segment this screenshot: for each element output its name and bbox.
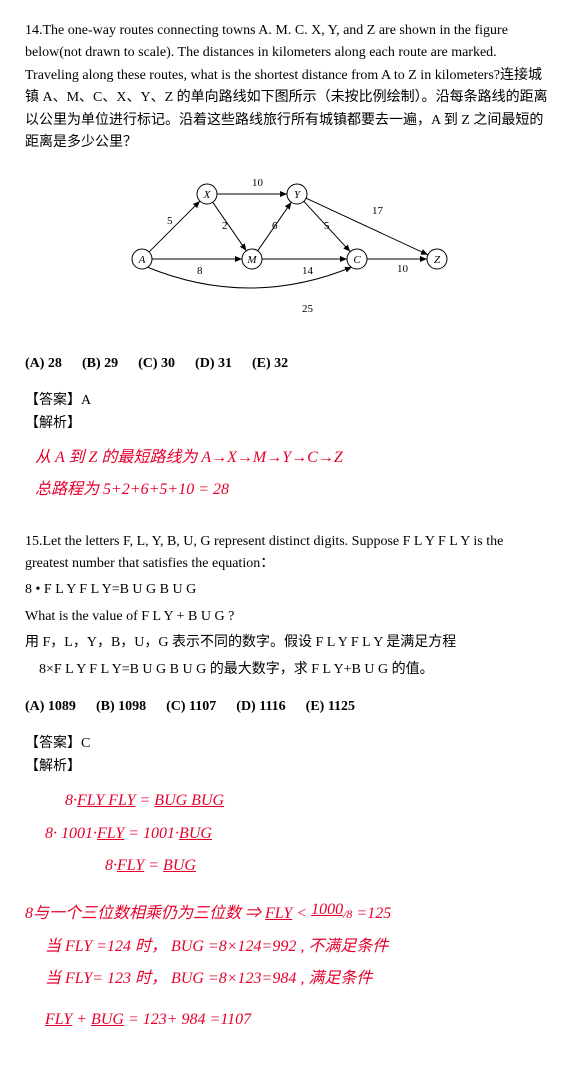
hw-t: < (292, 905, 311, 922)
answer-value: C (81, 736, 90, 751)
hw-line: 8· 1001·FLY = 1001·BUG (45, 819, 549, 849)
svg-text:14: 14 (302, 265, 314, 277)
q15-q: What is the value of F L Y + B U G ? (25, 606, 549, 628)
hw-u: FLY (117, 857, 144, 874)
q14-answer: 【答案】A (25, 390, 549, 412)
hw-line: 8与一个三位数相乘仍为三位数 ⇒ FLY < 1000/8 =125 (25, 899, 549, 929)
q15-number: 15. (25, 534, 43, 549)
hw-t: = (136, 792, 155, 809)
svg-text:X: X (203, 189, 212, 201)
svg-text:C: C (353, 254, 361, 266)
answer-value: A (81, 393, 91, 408)
hw-u: BUG (91, 1011, 124, 1028)
hw-line: 总路程为 5+2+6+5+10 = 28 (35, 475, 549, 505)
hw-u: FLY (45, 1011, 72, 1028)
svg-text:2: 2 (222, 220, 228, 232)
q14-text: 14.The one-way routes connecting towns A… (25, 20, 549, 154)
svg-text:10: 10 (252, 177, 264, 189)
choice: (B) 29 (82, 353, 118, 375)
svg-text:25: 25 (302, 303, 314, 315)
q14-diagram: 582106145171025AXMYCZ (25, 164, 549, 332)
hw-t: /8 (343, 907, 352, 921)
choice: (D) 1116 (236, 696, 285, 718)
q14-expl-label: 【解析】 (25, 413, 549, 435)
hw-t: + (72, 1011, 91, 1028)
hw-line: 8·FLY FLY = BUG BUG (65, 786, 549, 816)
choice: (E) 1125 (306, 696, 355, 718)
svg-text:A: A (138, 254, 146, 266)
choice: (A) 1089 (25, 696, 76, 718)
choice: (D) 31 (195, 353, 232, 375)
q15-eqzh: 8×F L Y F L Y=B U G B U G 的最大数字，求 F L Y+… (25, 659, 549, 681)
svg-text:6: 6 (272, 220, 278, 232)
hw-t: 8· (105, 857, 117, 874)
svg-text:8: 8 (197, 265, 203, 277)
choice: (C) 30 (138, 353, 175, 375)
hw-t: =125 (352, 905, 391, 922)
q14-handwriting: 从 A 到 Z 的最短路线为 A→X→M→Y→C→Z总路程为 5+2+6+5+1… (35, 443, 549, 506)
hw-line: 当 FLY =124 时， BUG =8×124=992 , 不满足条件 (45, 932, 549, 962)
choice: (E) 32 (252, 353, 288, 375)
hw-u: BUG BUG (154, 792, 224, 809)
hw-t: = (144, 857, 163, 874)
choice: (A) 28 (25, 353, 62, 375)
hw-u: FLY (97, 825, 124, 842)
hw-t: = 1001· (124, 825, 179, 842)
svg-text:5: 5 (324, 220, 330, 232)
hw-t: = 123+ 984 =1107 (124, 1011, 251, 1028)
hw-t: 8· 1001· (45, 825, 97, 842)
q14-number: 14. (25, 23, 43, 38)
q15-text-en: 15.Let the letters F, L, Y, B, U, G repr… (25, 531, 549, 576)
svg-text:M: M (246, 254, 257, 266)
hw-t: 8· (65, 792, 77, 809)
q14-choices: (A) 28 (B) 29 (C) 30 (D) 31 (E) 32 (25, 353, 549, 375)
choice: (B) 1098 (96, 696, 146, 718)
svg-text:17: 17 (372, 205, 384, 217)
hw-u: BUG (163, 857, 196, 874)
q15-answer: 【答案】C (25, 733, 549, 755)
q15-en: Let the letters F, L, Y, B, U, G represe… (25, 534, 503, 571)
hw-u: FLY FLY (77, 792, 136, 809)
choice: (C) 1107 (166, 696, 216, 718)
hw-line: 8·FLY = BUG (105, 851, 549, 881)
hw-u: BUG (179, 825, 212, 842)
hw-line: 从 A 到 Z 的最短路线为 A→X→M→Y→C→Z (35, 443, 549, 473)
hw-line: 当 FLY= 123 时， BUG =8×123=984 , 满足条件 (45, 964, 549, 994)
q14-en: The one-way routes connecting towns A. M… (25, 23, 508, 83)
answer-label: 【答案】 (25, 736, 81, 751)
hw-u: FLY (265, 905, 292, 922)
svg-text:10: 10 (397, 263, 409, 275)
q15-eq: 8 • F L Y F L Y=B U G B U G (25, 579, 549, 601)
svg-text:5: 5 (167, 215, 173, 227)
answer-label: 【答案】 (25, 393, 81, 408)
q15-zh: 用 F，L，Y，B，U，G 表示不同的数字。假设 F L Y F L Y 是满足… (25, 632, 549, 654)
hw-t: 8与一个三位数相乘仍为三位数 ⇒ (25, 905, 265, 922)
q15-expl-label: 【解析】 (25, 756, 549, 778)
q15-handwriting: 8·FLY FLY = BUG BUG 8· 1001·FLY = 1001·B… (65, 786, 549, 1035)
hw-u: 1000 (311, 901, 343, 918)
q15-choices: (A) 1089 (B) 1098 (C) 1107 (D) 1116 (E) 1125 (25, 696, 549, 718)
svg-text:Z: Z (434, 254, 441, 266)
route-graph: 582106145171025AXMYCZ (102, 164, 472, 324)
hw-line: FLY + BUG = 123+ 984 =1107 (45, 1005, 549, 1035)
